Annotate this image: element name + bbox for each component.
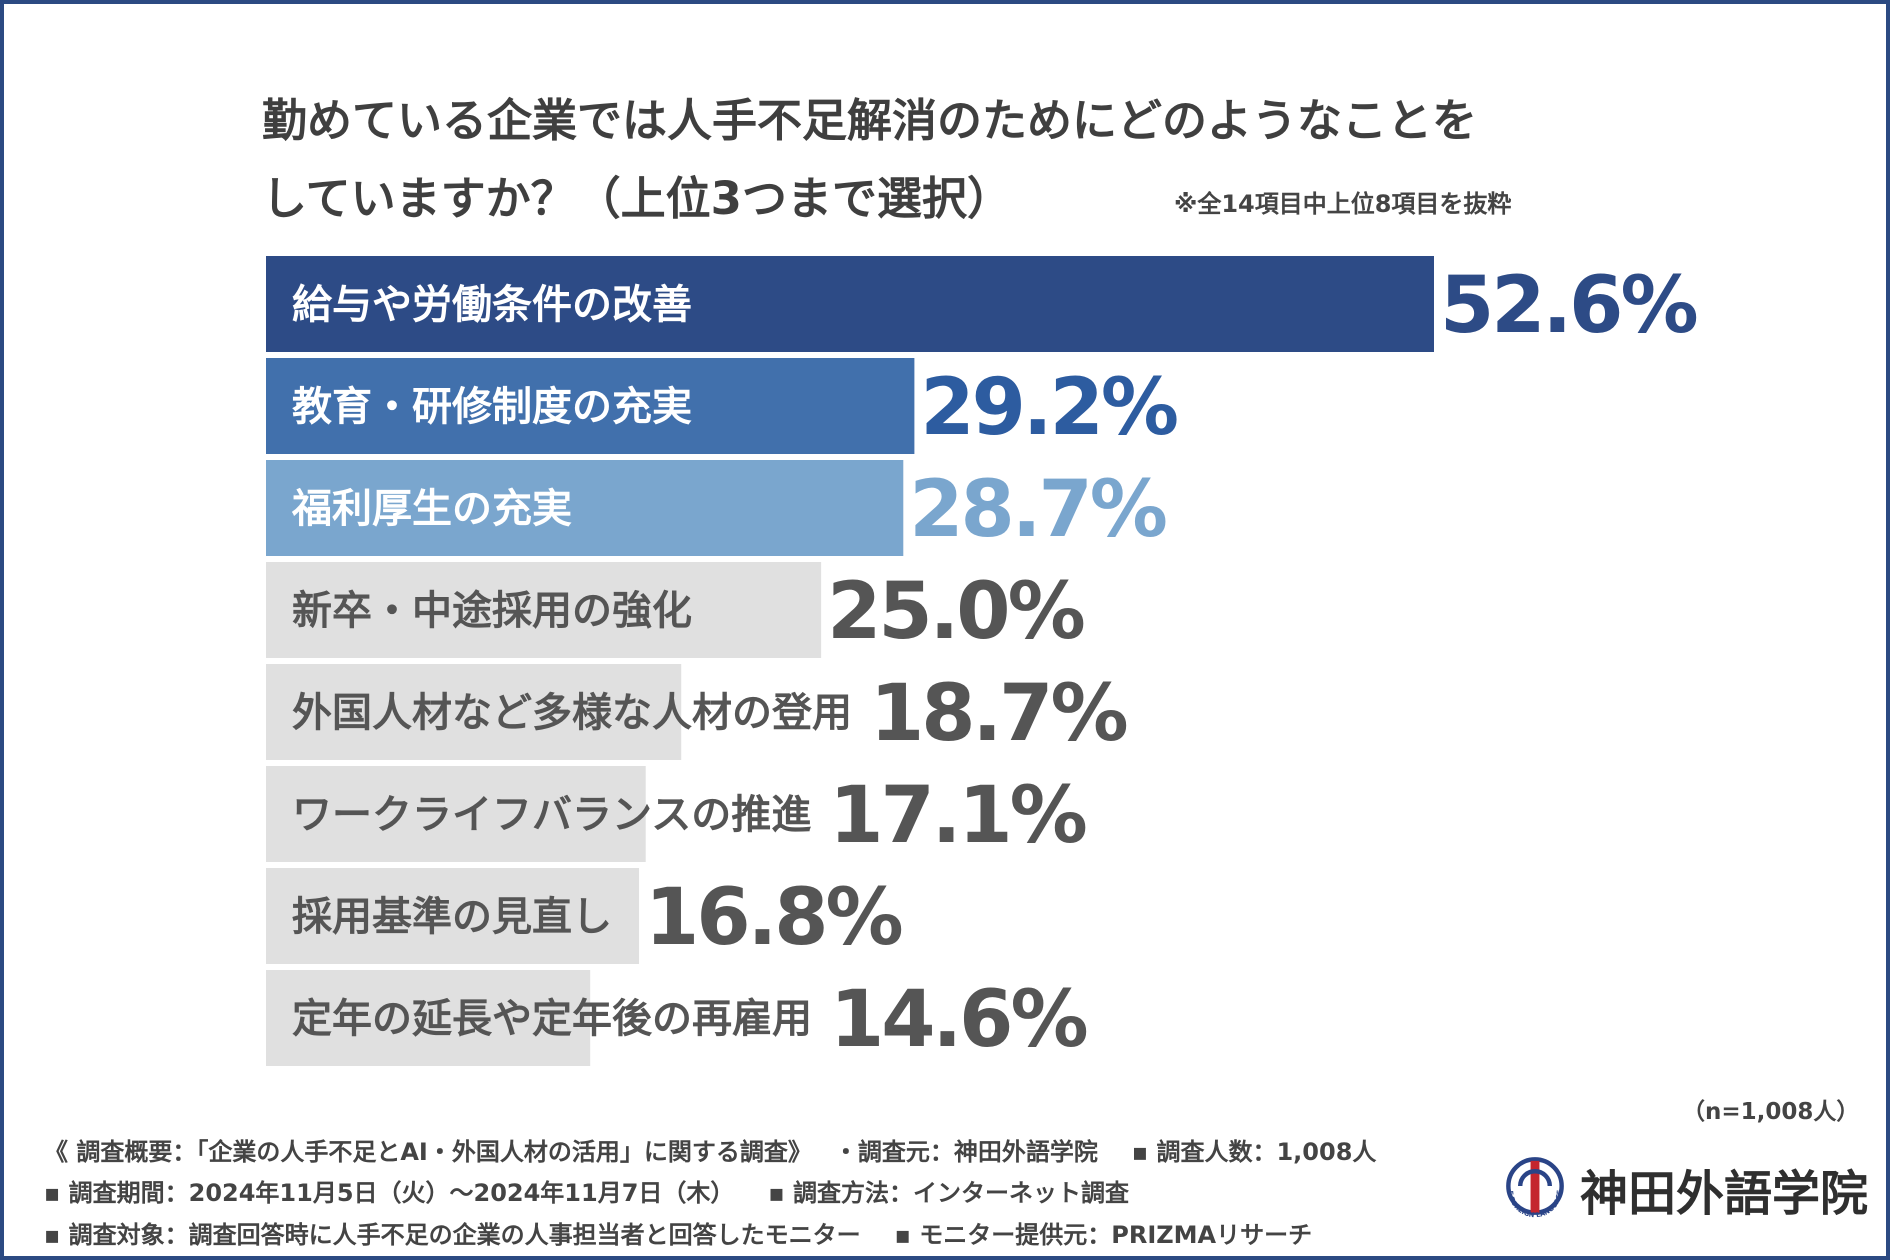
- footer-line-1: 《 調査概要：「企業の人手不足とAI・外国人材の活用」に関する調査》 ・調査元：神…: [44, 1132, 1410, 1167]
- category-label-8: 定年の延長や定年後の再雇用: [292, 996, 812, 1042]
- category-label-2: 教育・研修制度の充実: [292, 384, 692, 430]
- bar-3: [266, 460, 904, 556]
- value-label-3: 28.7%: [909, 465, 1165, 555]
- footer-survey-method: ▪ 調査方法：インターネット調査: [768, 1179, 1130, 1207]
- sample-size: （n=1,008人）: [1682, 1099, 1860, 1125]
- category-label-6: ワークライフバランスの推進: [292, 792, 811, 838]
- footer-monitor-provider: ▪ モニター提供元：PRIZMAリサーチ: [894, 1221, 1313, 1249]
- excerpt-note: ※全14項目中上位8項目を抜粋: [1174, 190, 1512, 218]
- footer-survey-overview: 《 調査概要：「企業の人手不足とAI・外国人材の活用」に関する調査》: [44, 1138, 800, 1166]
- bar-2: [266, 358, 915, 454]
- bar-1: [266, 256, 1434, 352]
- school-logo: OF FOREIGN LANGUAGES 神田外語学院: [1498, 1152, 1868, 1226]
- footer-line-2: ▪ 調査期間：2024年11月5日（火）～2024年11月7日（木） ▪ 調査方法…: [44, 1173, 1163, 1208]
- value-label-7: 16.8%: [645, 873, 901, 963]
- category-label-7: 採用基準の見直し: [292, 894, 612, 940]
- bar-4: [266, 562, 822, 658]
- value-label-8: 14.6%: [830, 975, 1086, 1065]
- category-label-1: 給与や労働条件の改善: [292, 282, 692, 328]
- school-emblem-icon: OF FOREIGN LANGUAGES: [1498, 1152, 1564, 1219]
- value-label-1: 52.6%: [1440, 261, 1696, 351]
- bar-7: [266, 868, 640, 964]
- footer-survey-source: ・調査元：神田外語学院: [833, 1138, 1098, 1166]
- value-label-2: 29.2%: [920, 363, 1176, 453]
- category-label-4: 新卒・中途採用の強化: [292, 588, 692, 634]
- bar-6: [266, 766, 646, 862]
- footer-survey-period: ▪ 調査期間：2024年11月5日（火）～2024年11月7日（木）: [44, 1179, 735, 1207]
- value-label-5: 18.7%: [870, 669, 1126, 759]
- category-label-3: 福利厚生の充実: [291, 486, 572, 532]
- value-label-4: 25.0%: [827, 567, 1083, 657]
- school-name: 神田外語学院: [1580, 1166, 1869, 1222]
- category-label-5: 外国人材など多様な人材の登用: [292, 690, 852, 736]
- footer-respondent-count: ▪ 調査人数：1,008人: [1131, 1138, 1377, 1166]
- footer-line-3: ▪ 調査対象：調査回答時に人手不足の企業の人事担当者と回答したモニター ▪ モニタ…: [44, 1215, 1346, 1250]
- bar-5: [266, 664, 682, 760]
- bar-8: [266, 970, 591, 1066]
- footer-survey-target: ▪ 調査対象：調査回答時に人手不足の企業の人事担当者と回答したモニター: [44, 1221, 861, 1249]
- value-label-6: 17.1%: [829, 771, 1085, 861]
- chart-title-line-2: していますか？（上位3つまで選択）: [262, 172, 1012, 225]
- chart-title-line-1: 勤めている企業では人手不足解消のためにどのようなことを: [262, 94, 1478, 147]
